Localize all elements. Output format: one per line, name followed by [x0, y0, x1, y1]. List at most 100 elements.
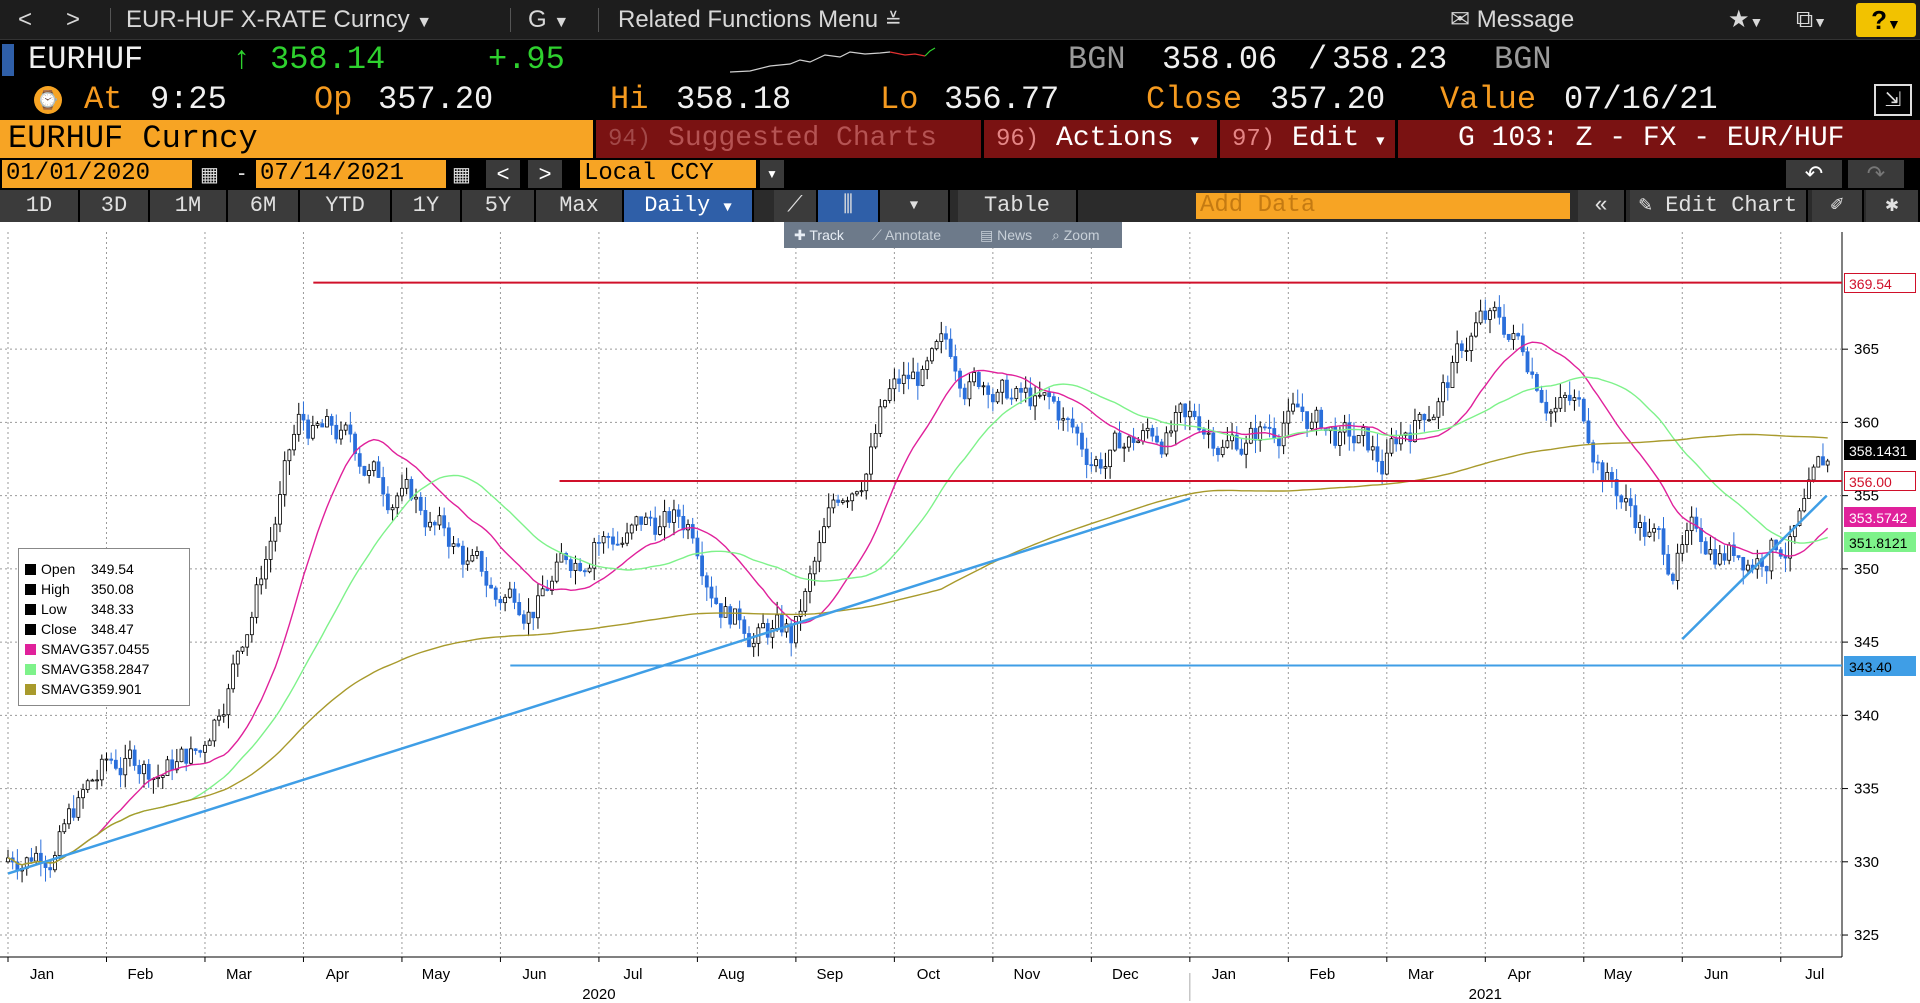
up-arrow-icon: ↑	[232, 41, 252, 78]
calendar-icon[interactable]: ▦	[200, 164, 219, 186]
candle-body	[1577, 397, 1581, 400]
period-1y[interactable]: 1Y	[392, 190, 462, 222]
table-button[interactable]: Table	[958, 190, 1078, 222]
annotate-label: Annotate	[884, 227, 941, 243]
candle-body	[498, 598, 503, 604]
calendar-icon[interactable]: ▦	[452, 164, 471, 186]
next-period-button[interactable]: >	[528, 160, 562, 188]
annotate-tool[interactable]: ⟋ Annotate	[872, 222, 941, 248]
favorites-button[interactable]: ★▼	[1728, 0, 1763, 40]
edit-button[interactable]: 97) Edit ▼	[1217, 120, 1395, 158]
candle-body	[1394, 438, 1399, 445]
period-5y[interactable]: 5Y	[462, 190, 536, 222]
news-tool[interactable]: ▤ News	[980, 222, 1032, 248]
candle-body	[559, 553, 564, 563]
candle-body	[371, 461, 376, 471]
edit-icon[interactable]: ✐	[1812, 190, 1864, 222]
zoom-tool[interactable]: ⌕ Zoom	[1052, 222, 1100, 248]
window-menu-button[interactable]: ⧉▼	[1796, 0, 1827, 40]
ask-price: 358.23	[1332, 41, 1448, 78]
x-tick-label: Jun	[1704, 966, 1728, 983]
chevron-down-icon: ▼	[553, 14, 570, 31]
function-menu[interactable]: G ▼	[528, 0, 569, 40]
undo-icon[interactable]: ↶	[1786, 160, 1842, 188]
candle-body	[1614, 479, 1619, 497]
candle-body	[432, 521, 437, 526]
frequency-select[interactable]: Daily ▼	[624, 190, 754, 222]
x-tick-label: Jul	[1805, 966, 1824, 983]
currency-select[interactable]: Local CCY	[580, 160, 756, 188]
candle-body	[639, 516, 644, 525]
chart-canvas[interactable]: 325 330 335 340 345 350 355 360 365 Jan Feb Mar Apr M…	[0, 222, 1920, 1003]
y-tick-label: 335	[1854, 781, 1879, 798]
double-chevron-down-icon: ≚	[884, 10, 902, 32]
candle-body	[1342, 422, 1347, 433]
period-1m[interactable]: 1M	[150, 190, 228, 222]
period-6m[interactable]: 6M	[228, 190, 300, 222]
candle-body	[700, 555, 704, 577]
candle-body	[1370, 446, 1375, 451]
double-chevron-left-icon[interactable]: «	[1578, 190, 1626, 222]
candle-body	[493, 587, 498, 600]
forward-button[interactable]: >	[66, 6, 81, 33]
candle-body	[887, 388, 892, 401]
candle-body	[1652, 528, 1657, 533]
price-chart[interactable]: 325 330 335 340 345 350 355 360 365 Jan Feb Mar Apr M…	[0, 222, 1920, 1003]
period-1d[interactable]: 1D	[0, 190, 80, 222]
chart-template-title[interactable]: G 103: Z - FX - EUR/HUF	[1395, 120, 1920, 158]
back-button[interactable]: <	[18, 6, 33, 33]
divider	[598, 8, 599, 32]
line-chart-icon[interactable]: ⟋	[774, 190, 818, 222]
chevron-down-icon[interactable]: ▼	[760, 160, 784, 188]
candle-body	[915, 371, 920, 386]
legend-swatch	[25, 624, 36, 635]
suggested-charts-button[interactable]: 94) Suggested Charts	[593, 120, 981, 158]
candle-body	[620, 542, 625, 545]
frequency-label: Daily	[644, 193, 711, 218]
candle-body	[329, 416, 334, 426]
candle-body	[653, 517, 658, 535]
help-button[interactable]: ?▼	[1856, 3, 1916, 37]
track-tool[interactable]: ✚ Track	[794, 222, 844, 248]
security-field[interactable]: EURHUF Curncy	[0, 120, 593, 158]
bid-price: 358.06	[1162, 41, 1278, 78]
candle-body	[221, 714, 226, 717]
candle-body	[1380, 460, 1385, 475]
period-ytd[interactable]: YTD	[300, 190, 392, 222]
candle-body	[240, 646, 245, 652]
y-tick-label: 340	[1854, 707, 1879, 724]
chevron-down-icon[interactable]: ▼	[880, 190, 950, 222]
redo-icon[interactable]: ↷	[1848, 160, 1904, 188]
candle-body	[1825, 460, 1830, 466]
high-label: Hi	[610, 81, 649, 118]
message-button[interactable]: ✉ Message	[1450, 0, 1574, 40]
candle-body	[1141, 430, 1145, 442]
candle-body	[278, 494, 282, 525]
end-date-field[interactable]: 07/14/2021	[256, 160, 446, 188]
start-date-field[interactable]: 01/01/2020	[2, 160, 192, 188]
candle-body	[203, 744, 207, 753]
related-functions-menu[interactable]: Related Functions Menu ≚	[618, 0, 902, 40]
actions-button[interactable]: 96) Actions ▼	[981, 120, 1217, 158]
zoom-label: Zoom	[1063, 227, 1100, 243]
gear-icon[interactable]: ✱	[1866, 190, 1920, 222]
chart-settings-icon[interactable]: ⇲	[1874, 84, 1912, 116]
legend-label: High	[41, 581, 70, 597]
chevron-down-icon: ▼	[1887, 16, 1901, 32]
prev-period-button[interactable]: <	[486, 160, 520, 188]
security-menu[interactable]: EUR-HUF X-RATE Curncy ▼	[126, 0, 432, 40]
add-data-input[interactable]: Add Data	[1196, 193, 1570, 219]
chart-legend[interactable]: Open 349.54 High 350.08 Low 348.33 Close 348.47…	[18, 548, 190, 706]
candle-body	[695, 537, 700, 557]
candlestick-icon[interactable]: ⫼	[818, 190, 880, 222]
candle-body	[554, 561, 559, 582]
magnifier-icon: ⌕	[1052, 227, 1060, 243]
period-3d[interactable]: 3D	[80, 190, 150, 222]
edit-chart-button[interactable]: ✎ Edit Chart	[1630, 190, 1808, 222]
period-max[interactable]: Max	[536, 190, 624, 222]
candle-body	[1112, 432, 1117, 451]
candle-body	[367, 470, 372, 476]
candle-body	[174, 761, 179, 771]
candle-body	[901, 374, 906, 384]
candle-body	[1638, 522, 1642, 529]
